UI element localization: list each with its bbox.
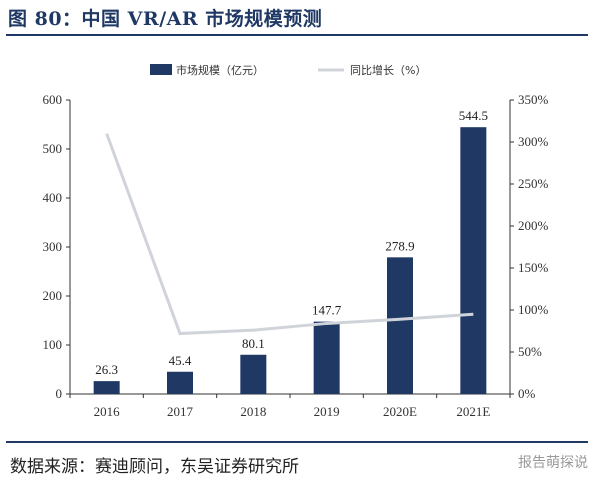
x-tick-label: 2020E — [383, 404, 417, 419]
left-tick-label: 100 — [43, 337, 63, 352]
bar-data-label: 278.9 — [385, 238, 414, 253]
left-tick-label: 300 — [43, 239, 63, 254]
right-tick-label: 50% — [518, 344, 542, 359]
left-tick-label: 400 — [43, 190, 63, 205]
left-tick-label: 500 — [43, 141, 63, 156]
bar-2019 — [313, 321, 340, 394]
bar-2017 — [167, 371, 193, 394]
legend-bar-label: 市场规模（亿元） — [176, 63, 264, 77]
left-tick-label: 600 — [43, 92, 63, 107]
x-tick-label: 2019 — [314, 404, 340, 419]
watermark: 报告萌探说 — [518, 455, 588, 471]
bar-2018 — [240, 354, 267, 394]
top-rule — [6, 34, 588, 36]
right-tick-label: 150% — [518, 260, 549, 275]
bar-2021E — [460, 127, 487, 394]
right-tick-label: 200% — [518, 218, 549, 233]
bar-2020E — [387, 257, 413, 394]
bar-data-label: 45.4 — [169, 353, 192, 368]
bar-data-label: 80.1 — [242, 336, 265, 351]
x-tick-label: 2021E — [456, 404, 490, 419]
right-tick-label: 100% — [518, 302, 549, 317]
left-tick-label: 0 — [56, 386, 63, 401]
bottom-rule — [6, 441, 588, 443]
x-tick-label: 2016 — [94, 404, 121, 419]
bar-data-label: 544.5 — [459, 108, 488, 123]
right-tick-label: 300% — [518, 134, 549, 149]
source-note: 数据来源：赛迪顾问，东吴证券研究所 — [10, 457, 299, 477]
bar-data-label: 147.7 — [312, 303, 342, 318]
legend-bar-swatch — [150, 64, 172, 75]
growth-line — [105, 133, 474, 336]
x-tick-label: 2017 — [167, 404, 194, 419]
figure-title: 图 80：中国 VR/AR 市场规模预测 — [8, 8, 323, 30]
right-tick-label: 0% — [518, 386, 536, 401]
right-tick-label: 350% — [518, 92, 549, 107]
left-tick-label: 200 — [43, 288, 63, 303]
vr-ar-market-chart: 0 100 200 300 400 500 600 0% 50% 100% 150% 200% 250%… — [43, 63, 549, 419]
right-tick-label: 250% — [518, 176, 549, 191]
legend-line-label: 同比增长（%） — [350, 63, 426, 77]
bar-2016 — [93, 381, 120, 394]
bar-data-label: 26.3 — [95, 362, 118, 377]
x-tick-label: 2018 — [240, 404, 266, 419]
